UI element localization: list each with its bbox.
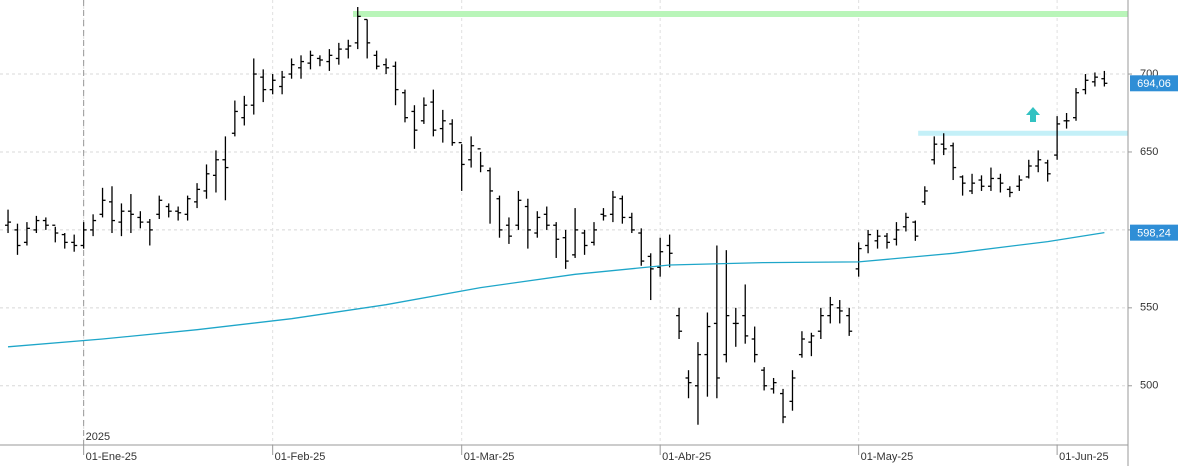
- moving-average: [7, 231, 1105, 348]
- price-label: 598,24: [1137, 228, 1171, 240]
- plot: [5, 7, 1128, 425]
- y-tick-label: 550: [1140, 302, 1158, 314]
- year-label: 2025: [86, 431, 110, 443]
- y-tick-label: 750: [1140, 0, 1158, 2]
- x-tick-label: 01-Abr-25: [662, 451, 711, 463]
- x-tick-label: 01-Feb-25: [275, 451, 326, 463]
- y-tick-label: 500: [1140, 380, 1158, 392]
- price-label-box: [1130, 75, 1178, 92]
- x-tick-label: 01-Mar-25: [464, 451, 515, 463]
- y-tick-label: 650: [1140, 146, 1158, 158]
- grid: [0, 0, 1128, 445]
- x-tick-label: 01-Jun-25: [1059, 451, 1109, 463]
- x-tick-label: 01-Ene-25: [86, 451, 137, 463]
- price-label: 694,06: [1137, 78, 1171, 90]
- price-label-box: [1130, 224, 1178, 241]
- up-arrow: [1026, 107, 1040, 122]
- axes: 50055060065070075001-Ene-2501-Feb-2501-M…: [83, 0, 1178, 463]
- x-tick-label: 01-May-25: [861, 451, 914, 463]
